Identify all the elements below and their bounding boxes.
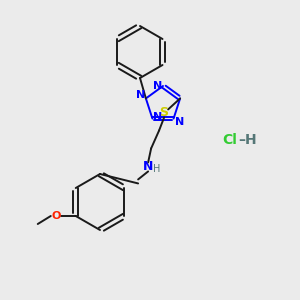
- Text: O: O: [51, 211, 60, 221]
- Text: –H: –H: [239, 133, 257, 147]
- Text: N: N: [153, 81, 163, 91]
- Text: N: N: [153, 112, 162, 122]
- Text: S: S: [160, 106, 169, 119]
- Text: Cl: Cl: [223, 133, 237, 147]
- Text: N: N: [143, 160, 153, 173]
- Text: N: N: [136, 90, 146, 100]
- Text: H: H: [153, 164, 161, 174]
- Text: N: N: [175, 117, 184, 127]
